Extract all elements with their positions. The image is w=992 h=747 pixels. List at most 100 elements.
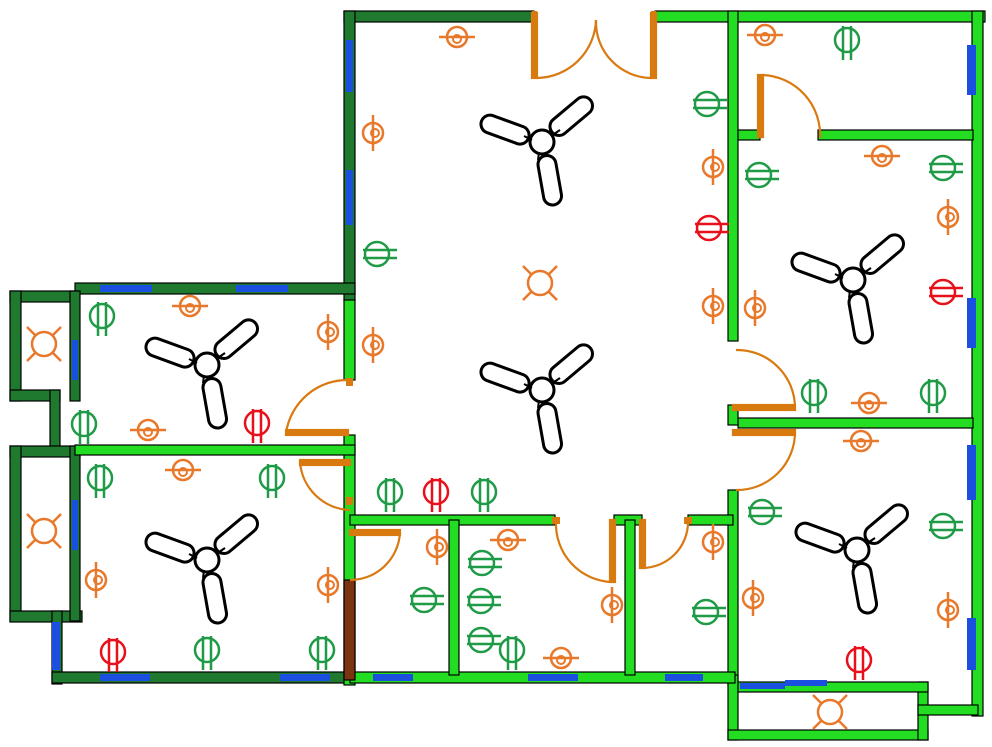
window <box>72 500 78 550</box>
socket-icon <box>746 498 784 526</box>
power-socket-icon <box>927 278 965 306</box>
wall-light-icon <box>841 429 881 453</box>
wall-light-icon <box>849 391 889 415</box>
socket-icon <box>470 476 498 514</box>
ceiling-fan-icon <box>476 91 598 208</box>
window <box>100 285 152 292</box>
wall-segment <box>737 129 761 141</box>
windows <box>52 40 976 689</box>
wall-segment <box>343 434 356 686</box>
window <box>72 340 78 380</box>
wall-segment <box>737 417 974 429</box>
wall-segment <box>9 610 83 623</box>
wall-light-icon <box>936 197 960 237</box>
wall-segment <box>49 389 61 451</box>
socket-icon <box>308 634 336 672</box>
partition-wall <box>343 579 356 681</box>
socket-icon <box>691 90 729 118</box>
wall-light-icon <box>862 144 902 168</box>
wall-segment <box>687 514 734 526</box>
wall-segment <box>343 10 535 23</box>
wall-light-icon <box>745 23 785 47</box>
power-socket-icon <box>693 214 731 242</box>
wall-light-icon <box>936 590 960 630</box>
wall-segment <box>74 444 356 456</box>
wall-light-icon <box>437 25 477 49</box>
wall-segment <box>971 10 984 717</box>
socket-icon <box>258 462 286 500</box>
window <box>967 298 976 348</box>
power-socket-icon <box>422 476 450 514</box>
wall-segment <box>654 10 986 23</box>
ceiling-fan-icon <box>787 229 909 346</box>
window <box>236 285 288 292</box>
socket-icon <box>690 598 728 626</box>
wall-light-icon <box>316 565 340 605</box>
ceiling-fan-icon <box>141 509 263 626</box>
light-fixture-icon <box>25 325 63 363</box>
door <box>284 378 350 437</box>
wall-segment <box>343 299 356 381</box>
main-double-door <box>530 11 658 80</box>
socket-icon <box>498 634 526 672</box>
door <box>756 73 822 139</box>
wall-light-icon <box>84 560 108 600</box>
socket-icon <box>466 549 504 577</box>
wall-segment <box>727 729 929 741</box>
socket-icon <box>88 300 116 338</box>
socket-icon <box>919 377 947 415</box>
window <box>52 622 60 670</box>
window <box>967 445 976 500</box>
wall-light-icon <box>701 147 725 187</box>
wall-segment <box>9 290 22 402</box>
window <box>346 170 353 225</box>
wall-segment <box>74 282 356 295</box>
door <box>298 458 352 512</box>
wall-segment <box>917 704 979 716</box>
doors <box>284 11 822 584</box>
power-socket-icon <box>845 644 873 682</box>
wall-light-icon <box>316 312 340 352</box>
wall-segment <box>737 681 929 693</box>
socket-icon <box>927 154 965 182</box>
ceiling-fan-icon <box>791 499 913 616</box>
wall-light-icon <box>741 578 765 618</box>
window <box>346 40 353 92</box>
wall-segment <box>9 445 22 622</box>
window <box>373 674 413 681</box>
wall-light-icon <box>361 325 385 365</box>
light-fixture-icon <box>521 264 559 302</box>
wall-light-icon <box>488 528 528 552</box>
window <box>665 674 703 681</box>
wall-light-icon <box>541 646 581 670</box>
door-stops <box>346 11 692 524</box>
power-socket-icon <box>243 407 271 445</box>
socket-icon <box>465 587 503 615</box>
window <box>100 674 150 681</box>
power-socket-icon <box>99 636 127 674</box>
socket-icon <box>833 24 861 62</box>
wall-segment <box>448 519 460 676</box>
door <box>638 518 690 570</box>
ceiling-fans <box>141 91 913 626</box>
wall-light-icon <box>425 527 449 567</box>
socket-icon <box>800 377 828 415</box>
window <box>740 683 785 689</box>
socket-icon <box>408 586 446 614</box>
door <box>348 528 402 582</box>
wall-light-icon <box>163 458 203 482</box>
door <box>731 348 797 412</box>
wall-light-icon <box>743 288 767 328</box>
window <box>528 674 578 681</box>
socket-icon <box>376 476 404 514</box>
wall-segment <box>727 10 739 342</box>
wall-light-icon <box>701 286 725 326</box>
window <box>280 674 330 681</box>
ceiling-fan-icon <box>476 339 598 456</box>
socket-icon <box>743 161 781 189</box>
socket-icon <box>927 512 965 540</box>
door <box>554 518 617 584</box>
wall-light-icon <box>600 585 624 625</box>
light-fixture-icon <box>811 693 849 731</box>
